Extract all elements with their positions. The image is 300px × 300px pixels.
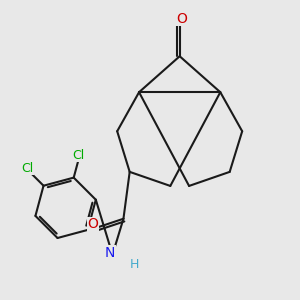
Text: O: O — [87, 218, 98, 231]
Text: Cl: Cl — [21, 162, 34, 175]
Text: N: N — [105, 246, 115, 260]
Text: O: O — [176, 12, 187, 26]
Text: H: H — [130, 258, 139, 271]
Text: Cl: Cl — [73, 149, 85, 162]
